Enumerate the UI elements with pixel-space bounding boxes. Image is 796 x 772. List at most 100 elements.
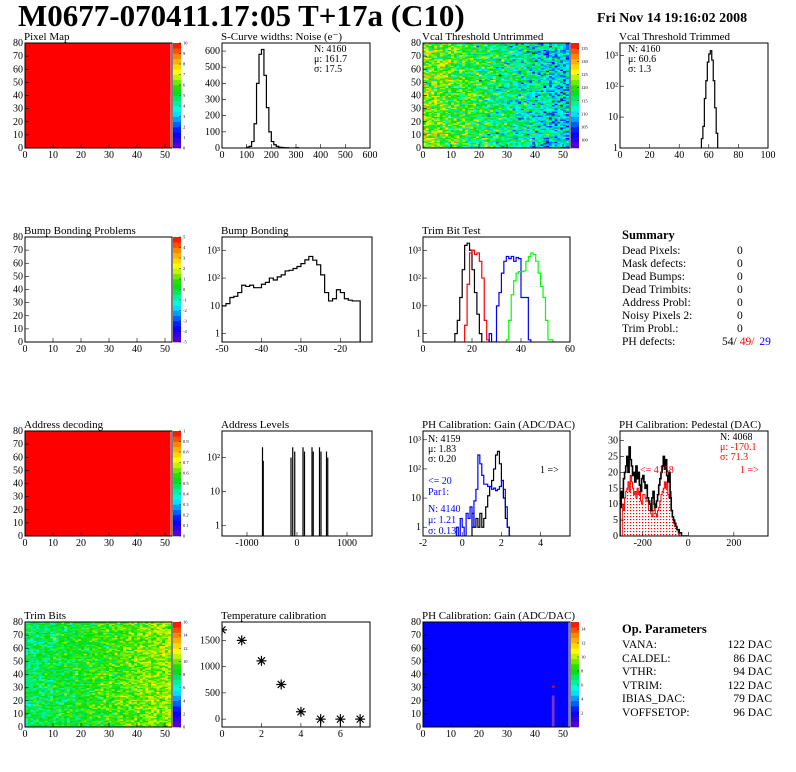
heatmap-cell	[504, 46, 508, 49]
heatmap-cell	[459, 67, 463, 70]
heatmap-cell	[431, 92, 435, 95]
heatmap-cell	[509, 78, 513, 81]
x-tick-label: 60	[565, 344, 575, 355]
heatmap-cell	[521, 136, 525, 138]
heatmap-cell	[495, 58, 499, 61]
heatmap-cell	[442, 62, 446, 65]
heatmap-cell	[484, 58, 488, 61]
heatmap-cell	[560, 103, 564, 106]
heatmap-cell	[27, 681, 31, 683]
heatmap-cell	[535, 92, 539, 95]
heatmap-cell	[462, 142, 466, 145]
heatmap-cell	[467, 57, 471, 60]
heatmap-cell	[451, 96, 455, 99]
heatmap-cell	[490, 71, 494, 74]
heatmap-cell	[462, 65, 466, 68]
heatmap-cell	[529, 43, 533, 45]
heatmap-cell	[442, 44, 446, 47]
heatmap-cell	[504, 125, 508, 128]
heatmap-cell	[448, 75, 452, 78]
heatmap-cell	[551, 99, 555, 102]
heatmap-cell	[504, 65, 508, 68]
heatmap-cell	[448, 96, 452, 99]
heatmap-cell	[462, 74, 466, 77]
heatmap-cell	[537, 66, 541, 69]
heatmap-cell	[563, 95, 567, 98]
heatmap-cell	[30, 635, 34, 637]
heatmap-cell	[532, 123, 536, 125]
heatmap-cell	[470, 48, 474, 50]
heatmap-cell	[487, 66, 491, 69]
heatmap-cell	[557, 67, 561, 70]
heatmap-cell	[476, 67, 480, 70]
heatmap-cell	[459, 75, 463, 78]
heatmap-cell	[476, 128, 480, 131]
heatmap-cell	[451, 106, 455, 108]
heatmap-cell	[532, 132, 536, 134]
heatmap-cell	[442, 117, 446, 120]
heatmap-cell	[442, 145, 446, 148]
heatmap-cell	[448, 78, 452, 81]
heatmap-cell	[560, 102, 564, 104]
heatmap-cell	[27, 719, 31, 721]
heatmap-cell	[459, 107, 463, 110]
heatmap-cell	[487, 56, 491, 58]
heatmap-cell	[493, 146, 497, 148]
heatmap-cell	[565, 79, 569, 82]
heatmap-cell	[453, 43, 457, 45]
colorbar-segment	[173, 237, 181, 243]
heatmap-cell	[479, 98, 483, 100]
heatmap-cell	[453, 90, 457, 92]
heatmap-cell	[518, 58, 522, 61]
heatmap-cell	[476, 134, 480, 137]
heatmap-cell	[557, 121, 561, 124]
heatmap-cell	[425, 141, 429, 144]
heatmap-cell	[467, 70, 471, 73]
heatmap-cell	[456, 56, 460, 58]
heatmap-cell	[490, 58, 494, 61]
heatmap-cell	[481, 130, 485, 133]
histogram-series	[488, 255, 532, 342]
heatmap-cell	[487, 141, 491, 144]
heatmap-cell	[476, 125, 480, 128]
heatmap-cell	[515, 75, 519, 78]
x-tick-label: 50	[160, 344, 170, 355]
heatmap-cell	[470, 127, 474, 129]
heatmap-cell	[467, 111, 471, 113]
heatmap-cell	[546, 119, 550, 121]
heatmap-cell	[537, 73, 541, 75]
heatmap-cell	[445, 132, 449, 134]
heatmap-cell	[501, 81, 505, 83]
heatmap-cell	[493, 91, 497, 94]
heatmap-cell	[554, 50, 558, 53]
heatmap-cell	[470, 138, 474, 141]
heatmap-cell	[25, 660, 29, 662]
heatmap-cell	[518, 45, 522, 48]
heatmap-cell	[456, 85, 460, 87]
heatmap-cell	[439, 86, 443, 89]
heatmap-cell	[479, 53, 483, 56]
heatmap-cell	[448, 111, 452, 113]
heatmap-cell	[487, 77, 491, 79]
heatmap-cell	[526, 92, 530, 95]
heatmap-cell	[442, 58, 446, 61]
heatmap-cell	[563, 142, 567, 145]
heatmap-cell	[535, 46, 539, 49]
heatmap-cell	[546, 60, 550, 62]
heatmap-cell	[445, 146, 449, 148]
heatmap-cell	[537, 58, 541, 61]
heatmap-cell	[498, 117, 502, 120]
heatmap-cell	[423, 43, 427, 45]
heatmap-cell	[428, 124, 432, 127]
heatmap-cell	[451, 115, 455, 117]
heatmap-cell	[428, 145, 432, 148]
heatmap-cell	[33, 661, 37, 664]
heatmap-cell	[529, 69, 533, 71]
heatmap-cell	[546, 50, 550, 53]
heatmap-cell	[428, 81, 432, 83]
colorbar-segment	[173, 90, 181, 96]
heatmap-cell	[554, 90, 558, 92]
heatmap-cell	[512, 56, 516, 58]
heatmap-cell	[512, 121, 516, 124]
heatmap-cell	[445, 98, 449, 100]
